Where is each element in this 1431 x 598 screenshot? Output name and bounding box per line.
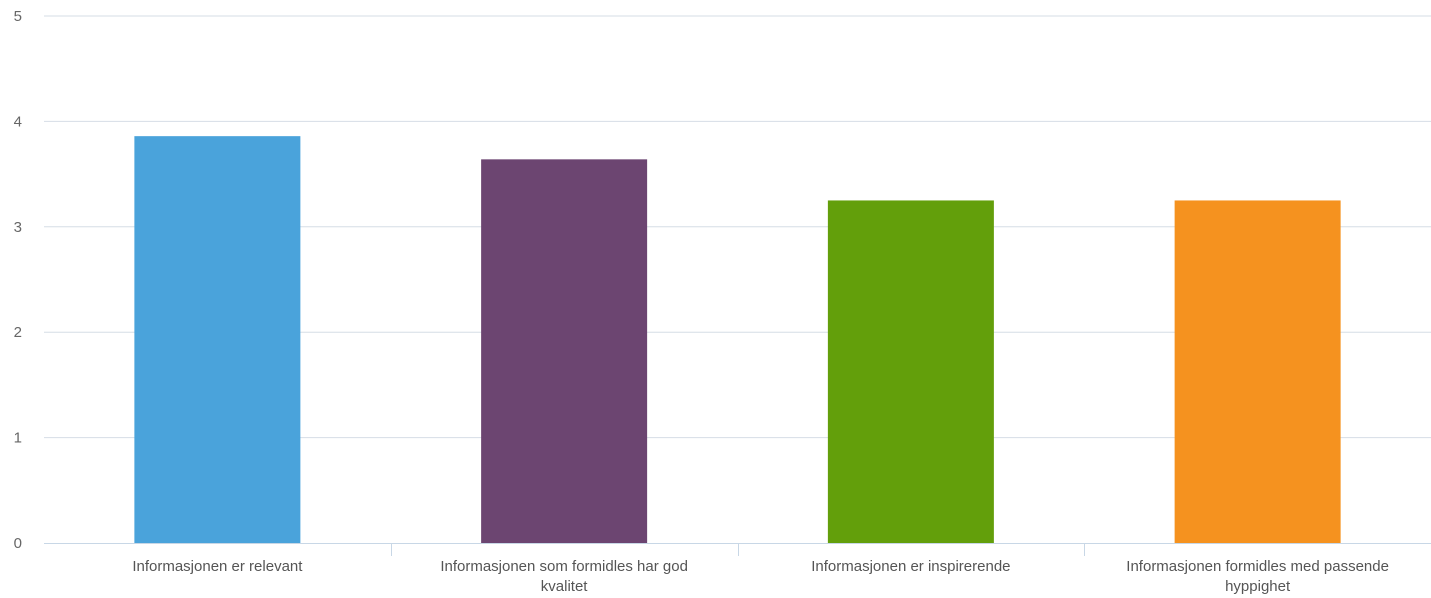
x-category-label: Informasjonen er relevant bbox=[132, 558, 303, 575]
y-tick-label: 3 bbox=[14, 219, 22, 236]
bar bbox=[827, 200, 994, 543]
bar bbox=[1174, 200, 1341, 543]
y-tick-label: 1 bbox=[14, 430, 22, 447]
bar bbox=[134, 136, 301, 543]
x-category-label: Informasjonen formidles med passende hypp… bbox=[1126, 558, 1389, 595]
x-category-label-line: Informasjonen er inspirerende bbox=[811, 558, 1010, 575]
x-axis-labels: Informasjonen er relevant Informasjonen s… bbox=[132, 558, 1389, 595]
x-category-label-line: Informasjonen formidles med passende bbox=[1126, 558, 1389, 575]
x-category-label: Informasjonen som formidles har god kvali… bbox=[440, 558, 688, 595]
y-tick-label: 4 bbox=[14, 113, 22, 130]
x-category-label-line: kvalitet bbox=[541, 578, 589, 595]
y-tick-label: 5 bbox=[14, 8, 22, 25]
bars bbox=[134, 136, 1341, 543]
x-category-label-line: Informasjonen er relevant bbox=[132, 558, 303, 575]
x-category-label: Informasjonen er inspirerende bbox=[811, 558, 1010, 575]
y-axis-ticks: 0 1 2 3 4 5 bbox=[14, 8, 22, 552]
y-tick-label: 2 bbox=[14, 324, 22, 341]
bar bbox=[481, 159, 648, 543]
x-category-label-line: hyppighet bbox=[1225, 578, 1291, 595]
y-tick-label: 0 bbox=[14, 535, 22, 552]
x-axis bbox=[44, 543, 1431, 556]
x-category-label-line: Informasjonen som formidles har god bbox=[440, 558, 688, 575]
